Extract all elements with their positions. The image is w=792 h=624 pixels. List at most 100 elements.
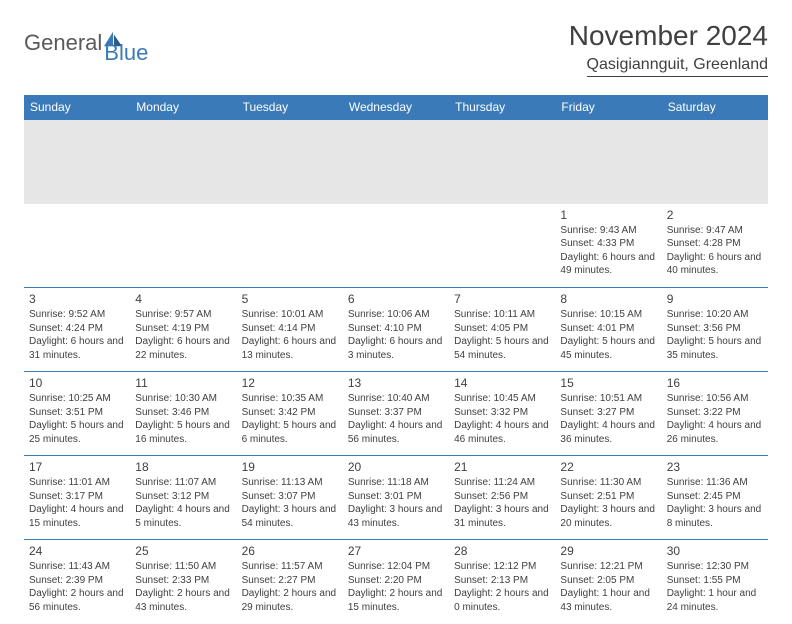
day-number: 17 bbox=[29, 459, 125, 475]
day-number: 16 bbox=[667, 375, 763, 391]
day-info: Sunrise: 10:20 AMSunset: 3:56 PMDaylight… bbox=[667, 308, 763, 362]
day-cell bbox=[24, 204, 130, 288]
day-number: 9 bbox=[667, 291, 763, 307]
day-cell: 29Sunrise: 12:21 PMSunset: 2:05 PMDaylig… bbox=[555, 540, 661, 624]
day-info: Sunrise: 10:25 AMSunset: 3:51 PMDaylight… bbox=[29, 392, 125, 446]
day-info: Sunrise: 10:56 AMSunset: 3:22 PMDaylight… bbox=[667, 392, 763, 446]
day-cell: 17Sunrise: 11:01 AMSunset: 3:17 PMDaylig… bbox=[24, 456, 130, 540]
day-number: 1 bbox=[560, 207, 656, 223]
day-header: Monday bbox=[130, 95, 236, 120]
month-title: November 2024 bbox=[569, 20, 768, 52]
day-number: 8 bbox=[560, 291, 656, 307]
day-info: Sunrise: 11:24 AMSunset: 2:56 PMDaylight… bbox=[454, 476, 550, 530]
day-info: Sunrise: 10:40 AMSunset: 3:37 PMDaylight… bbox=[348, 392, 444, 446]
day-cell: 1Sunrise: 9:43 AMSunset: 4:33 PMDaylight… bbox=[555, 204, 661, 288]
day-info: Sunrise: 11:13 AMSunset: 3:07 PMDaylight… bbox=[242, 476, 338, 530]
day-number: 7 bbox=[454, 291, 550, 307]
day-cell: 2Sunrise: 9:47 AMSunset: 4:28 PMDaylight… bbox=[662, 204, 768, 288]
day-number: 12 bbox=[242, 375, 338, 391]
day-cell: 26Sunrise: 11:57 AMSunset: 2:27 PMDaylig… bbox=[237, 540, 343, 624]
day-cell bbox=[130, 204, 236, 288]
day-cell: 20Sunrise: 11:18 AMSunset: 3:01 PMDaylig… bbox=[343, 456, 449, 540]
spacer-row bbox=[24, 120, 768, 204]
day-number: 25 bbox=[135, 543, 231, 559]
day-info: Sunrise: 11:07 AMSunset: 3:12 PMDaylight… bbox=[135, 476, 231, 530]
day-info: Sunrise: 10:51 AMSunset: 3:27 PMDaylight… bbox=[560, 392, 656, 446]
day-cell: 14Sunrise: 10:45 AMSunset: 3:32 PMDaylig… bbox=[449, 372, 555, 456]
day-info: Sunrise: 10:15 AMSunset: 4:01 PMDaylight… bbox=[560, 308, 656, 362]
day-number: 10 bbox=[29, 375, 125, 391]
day-number: 4 bbox=[135, 291, 231, 307]
day-number: 2 bbox=[667, 207, 763, 223]
day-info: Sunrise: 10:01 AMSunset: 4:14 PMDaylight… bbox=[242, 308, 338, 362]
day-cell: 22Sunrise: 11:30 AMSunset: 2:51 PMDaylig… bbox=[555, 456, 661, 540]
header: General Blue November 2024 Qasigiannguit… bbox=[24, 20, 768, 77]
calendar-body: 1Sunrise: 9:43 AMSunset: 4:33 PMDaylight… bbox=[24, 120, 768, 624]
week-row: 10Sunrise: 10:25 AMSunset: 3:51 PMDaylig… bbox=[24, 372, 768, 456]
day-header: Wednesday bbox=[343, 95, 449, 120]
day-info: Sunrise: 11:57 AMSunset: 2:27 PMDaylight… bbox=[242, 560, 338, 614]
day-info: Sunrise: 12:21 PMSunset: 2:05 PMDaylight… bbox=[560, 560, 656, 614]
day-number: 26 bbox=[242, 543, 338, 559]
week-row: 24Sunrise: 11:43 AMSunset: 2:39 PMDaylig… bbox=[24, 540, 768, 624]
week-row: 3Sunrise: 9:52 AMSunset: 4:24 PMDaylight… bbox=[24, 288, 768, 372]
day-cell: 28Sunrise: 12:12 PMSunset: 2:13 PMDaylig… bbox=[449, 540, 555, 624]
day-number: 24 bbox=[29, 543, 125, 559]
day-cell: 23Sunrise: 11:36 AMSunset: 2:45 PMDaylig… bbox=[662, 456, 768, 540]
day-number: 23 bbox=[667, 459, 763, 475]
day-info: Sunrise: 10:45 AMSunset: 3:32 PMDaylight… bbox=[454, 392, 550, 446]
day-cell: 6Sunrise: 10:06 AMSunset: 4:10 PMDayligh… bbox=[343, 288, 449, 372]
day-cell: 9Sunrise: 10:20 AMSunset: 3:56 PMDayligh… bbox=[662, 288, 768, 372]
day-cell: 27Sunrise: 12:04 PMSunset: 2:20 PMDaylig… bbox=[343, 540, 449, 624]
day-number: 29 bbox=[560, 543, 656, 559]
day-info: Sunrise: 11:30 AMSunset: 2:51 PMDaylight… bbox=[560, 476, 656, 530]
day-info: Sunrise: 11:36 AMSunset: 2:45 PMDaylight… bbox=[667, 476, 763, 530]
day-cell: 13Sunrise: 10:40 AMSunset: 3:37 PMDaylig… bbox=[343, 372, 449, 456]
day-number: 21 bbox=[454, 459, 550, 475]
day-info: Sunrise: 12:12 PMSunset: 2:13 PMDaylight… bbox=[454, 560, 550, 614]
day-header: Friday bbox=[555, 95, 661, 120]
day-info: Sunrise: 12:30 PMSunset: 1:55 PMDaylight… bbox=[667, 560, 763, 614]
day-info: Sunrise: 11:43 AMSunset: 2:39 PMDaylight… bbox=[29, 560, 125, 614]
day-cell bbox=[237, 204, 343, 288]
day-number: 14 bbox=[454, 375, 550, 391]
day-info: Sunrise: 12:04 PMSunset: 2:20 PMDaylight… bbox=[348, 560, 444, 614]
day-info: Sunrise: 9:47 AMSunset: 4:28 PMDaylight:… bbox=[667, 224, 763, 278]
day-info: Sunrise: 10:06 AMSunset: 4:10 PMDaylight… bbox=[348, 308, 444, 362]
day-cell: 24Sunrise: 11:43 AMSunset: 2:39 PMDaylig… bbox=[24, 540, 130, 624]
day-header: Sunday bbox=[24, 95, 130, 120]
day-info: Sunrise: 11:18 AMSunset: 3:01 PMDaylight… bbox=[348, 476, 444, 530]
day-cell: 11Sunrise: 10:30 AMSunset: 3:46 PMDaylig… bbox=[130, 372, 236, 456]
day-cell: 15Sunrise: 10:51 AMSunset: 3:27 PMDaylig… bbox=[555, 372, 661, 456]
day-info: Sunrise: 9:43 AMSunset: 4:33 PMDaylight:… bbox=[560, 224, 656, 278]
day-info: Sunrise: 10:11 AMSunset: 4:05 PMDaylight… bbox=[454, 308, 550, 362]
day-cell: 7Sunrise: 10:11 AMSunset: 4:05 PMDayligh… bbox=[449, 288, 555, 372]
day-number: 19 bbox=[242, 459, 338, 475]
day-cell: 4Sunrise: 9:57 AMSunset: 4:19 PMDaylight… bbox=[130, 288, 236, 372]
day-cell: 19Sunrise: 11:13 AMSunset: 3:07 PMDaylig… bbox=[237, 456, 343, 540]
calendar-table: SundayMondayTuesdayWednesdayThursdayFrid… bbox=[24, 95, 768, 624]
day-cell bbox=[343, 204, 449, 288]
day-cell: 12Sunrise: 10:35 AMSunset: 3:42 PMDaylig… bbox=[237, 372, 343, 456]
location: Qasigiannguit, Greenland bbox=[587, 56, 768, 77]
day-info: Sunrise: 9:52 AMSunset: 4:24 PMDaylight:… bbox=[29, 308, 125, 362]
week-row: 1Sunrise: 9:43 AMSunset: 4:33 PMDaylight… bbox=[24, 204, 768, 288]
brand-part1: General bbox=[24, 30, 102, 56]
day-cell: 3Sunrise: 9:52 AMSunset: 4:24 PMDaylight… bbox=[24, 288, 130, 372]
day-number: 18 bbox=[135, 459, 231, 475]
brand-part2: Blue bbox=[104, 40, 148, 66]
day-cell: 5Sunrise: 10:01 AMSunset: 4:14 PMDayligh… bbox=[237, 288, 343, 372]
day-info: Sunrise: 11:01 AMSunset: 3:17 PMDaylight… bbox=[29, 476, 125, 530]
day-header: Saturday bbox=[662, 95, 768, 120]
day-number: 15 bbox=[560, 375, 656, 391]
day-number: 22 bbox=[560, 459, 656, 475]
brand-logo: General Blue bbox=[24, 20, 148, 66]
day-cell: 18Sunrise: 11:07 AMSunset: 3:12 PMDaylig… bbox=[130, 456, 236, 540]
day-number: 20 bbox=[348, 459, 444, 475]
day-number: 28 bbox=[454, 543, 550, 559]
day-cell: 16Sunrise: 10:56 AMSunset: 3:22 PMDaylig… bbox=[662, 372, 768, 456]
title-block: November 2024 Qasigiannguit, Greenland bbox=[569, 20, 768, 77]
day-info: Sunrise: 11:50 AMSunset: 2:33 PMDaylight… bbox=[135, 560, 231, 614]
day-cell: 21Sunrise: 11:24 AMSunset: 2:56 PMDaylig… bbox=[449, 456, 555, 540]
day-number: 13 bbox=[348, 375, 444, 391]
